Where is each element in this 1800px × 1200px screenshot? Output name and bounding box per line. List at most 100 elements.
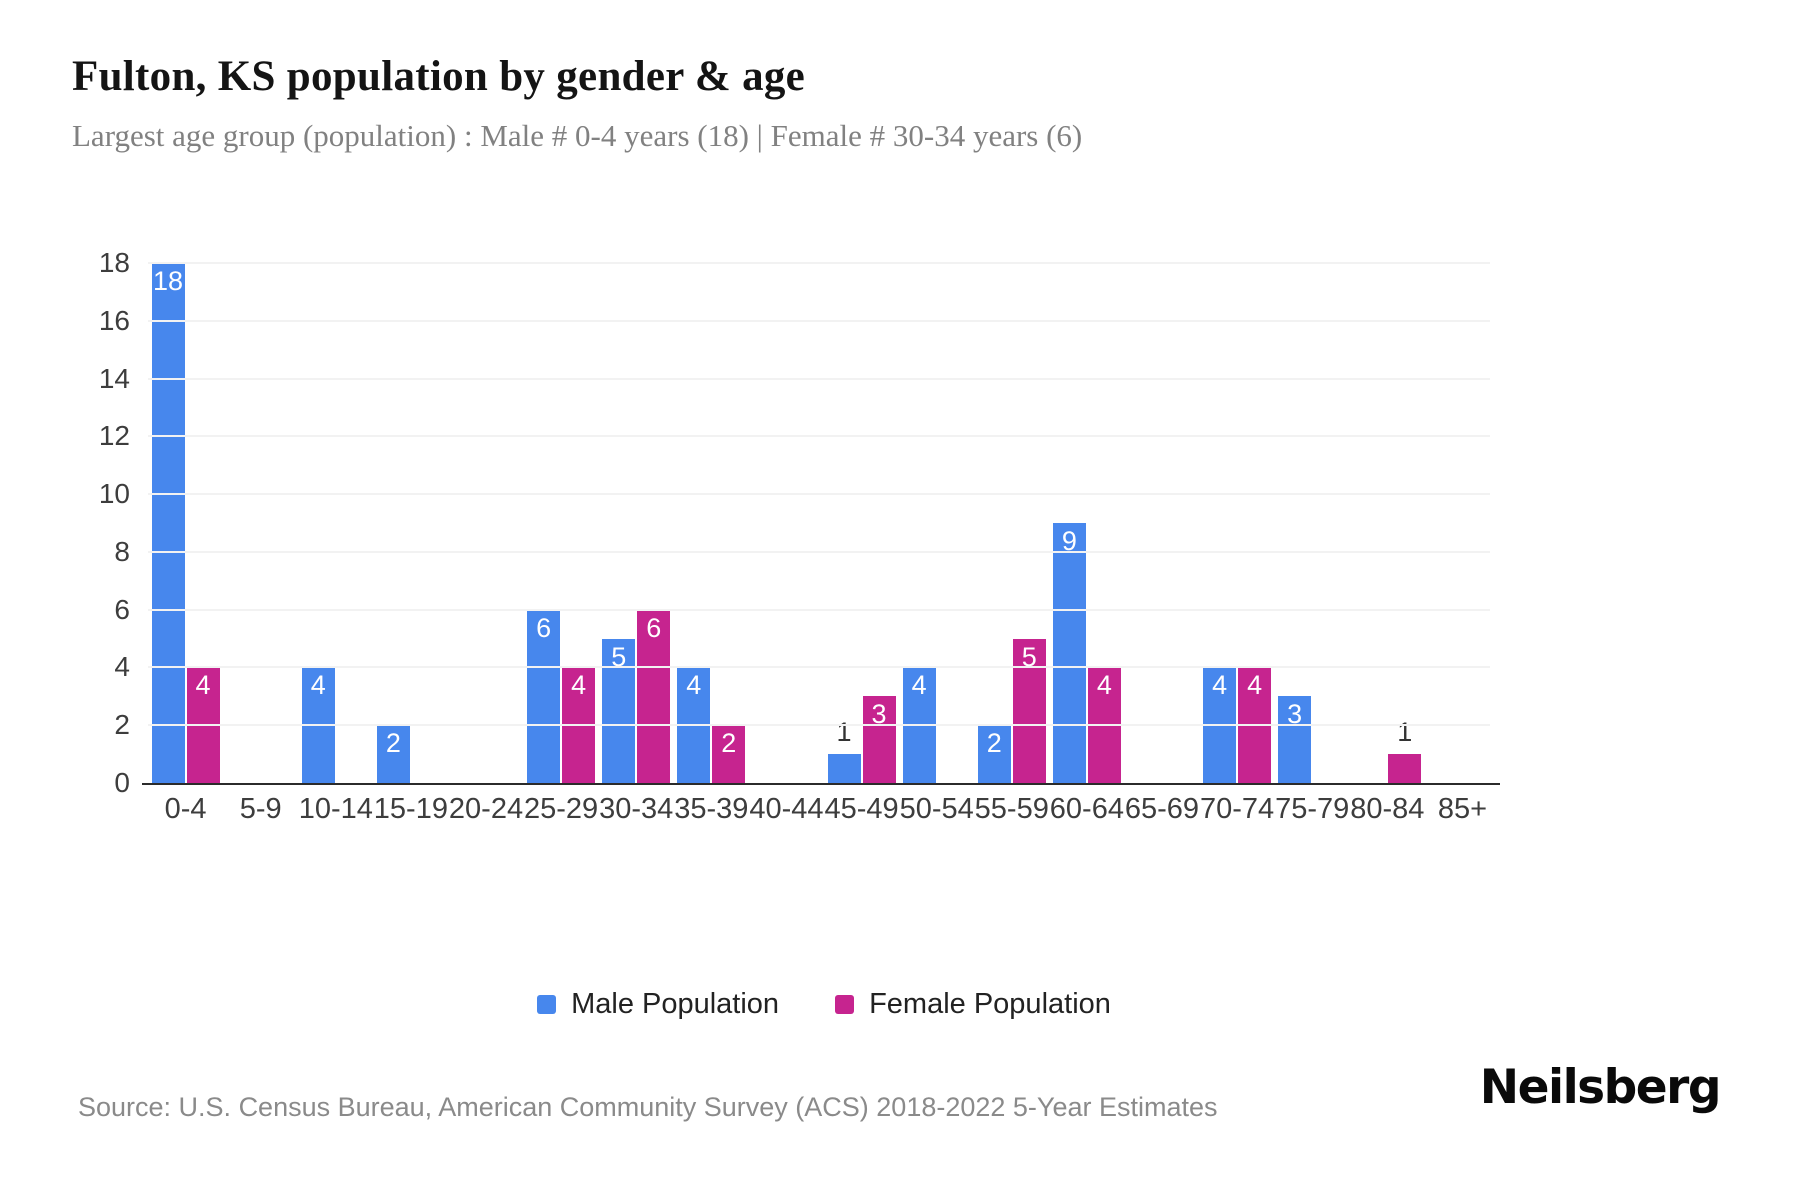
y-tick-label: 8 <box>114 535 130 567</box>
neilsberg-logo: Neilsberg <box>1479 1060 1722 1115</box>
gridline <box>148 377 1490 380</box>
bar-male: 6 <box>527 609 561 783</box>
gridline <box>148 666 1490 669</box>
legend-item-female: Female Population <box>835 988 1111 1021</box>
bar-male: 2 <box>977 725 1011 783</box>
legend-label-male: Male Population <box>571 988 780 1020</box>
bar-value-label: 4 <box>1212 670 1228 701</box>
bar-slot: 3 <box>1278 696 1312 783</box>
bar-value-label: 4 <box>571 670 587 701</box>
bar-slot: 1 <box>1388 717 1422 783</box>
bar-value-label: 3 <box>871 699 887 730</box>
legend-label-female: Female Population <box>869 988 1111 1020</box>
bar-slot: 2 <box>712 725 746 783</box>
x-tick-label: 75-79 <box>1275 793 1350 825</box>
bar-value-label: 2 <box>385 728 401 759</box>
source-attribution: Source: U.S. Census Bureau, American Com… <box>78 1092 1218 1122</box>
x-tick-label: 30-34 <box>599 793 674 825</box>
bar-male: 1 <box>827 717 861 783</box>
x-tick-label: 50-54 <box>899 793 974 825</box>
bar-slot: 18 <box>151 263 185 783</box>
y-tick-label: 12 <box>98 420 130 452</box>
bar-group <box>1425 263 1500 783</box>
male-swatch-icon <box>537 995 557 1014</box>
x-axis-line <box>142 783 1500 785</box>
bar-slot: 3 <box>862 696 896 783</box>
bar-male: 9 <box>1052 523 1086 783</box>
bar-group <box>1124 263 1199 783</box>
x-axis-labels: 0-4 5-9 10-14 15-19 20-24 25-29 30-34 35-39 40-4… <box>148 793 1500 826</box>
bar-slot: 9 <box>1052 523 1086 783</box>
y-tick-label: 18 <box>98 247 130 278</box>
x-tick-label: 5-9 <box>239 793 282 825</box>
page-subtitle: Largest age group (population) : Male # … <box>72 118 1083 153</box>
bar-value-label: 2 <box>721 728 737 759</box>
bar-female: 6 <box>637 609 671 783</box>
x-tick-label: 60-64 <box>1049 793 1124 825</box>
gridline <box>148 435 1490 438</box>
x-tick-label: 15-19 <box>373 793 448 825</box>
bar-series-container: 18 4 4 2 6 4 5 6 4 2 1 3 4 2 5 9 4 4 4 3 1 <box>148 263 1500 783</box>
bar-male: 18 <box>151 263 185 783</box>
legend-item-male: Male Population <box>537 988 779 1021</box>
x-tick-label: 20-24 <box>448 793 524 825</box>
bar-male: 3 <box>1278 696 1312 783</box>
bar-group: 3 <box>1275 263 1350 783</box>
bar-female: 3 <box>862 696 896 783</box>
bar-female: 1 <box>1388 717 1422 783</box>
bar-group: 18 4 <box>148 263 223 783</box>
y-tick-label: 10 <box>98 478 130 510</box>
bar-value-label: 18 <box>153 266 184 296</box>
y-tick-label: 4 <box>114 651 130 683</box>
y-tick-label: 14 <box>98 362 130 394</box>
gridline <box>148 550 1490 553</box>
y-tick-label: 16 <box>98 304 130 336</box>
female-swatch-icon <box>835 995 855 1014</box>
x-tick-label: 85+ <box>1437 793 1488 825</box>
bar-value-label: 5 <box>611 641 627 672</box>
bar-group: 4 <box>899 263 974 783</box>
x-tick-label: 70-74 <box>1200 793 1275 825</box>
bar-group <box>448 263 523 783</box>
bar-group <box>223 263 298 783</box>
bar-value-label: 5 <box>1021 641 1037 672</box>
bar-group: 4 <box>298 263 373 783</box>
bar-value-label: 1 <box>1397 717 1413 748</box>
bar-group: 1 <box>1350 263 1425 783</box>
bar-value-label: 2 <box>986 728 1002 759</box>
bar-slot: 2 <box>977 725 1011 783</box>
bar-value-label: 4 <box>1247 670 1263 701</box>
x-tick-label: 80-84 <box>1350 793 1425 825</box>
bar-value-label: 4 <box>686 670 702 701</box>
gridline <box>148 724 1490 727</box>
bar-female: 5 <box>1012 638 1046 783</box>
x-tick-label: 25-29 <box>524 793 599 825</box>
bar-male: 2 <box>376 725 410 783</box>
bar-value-label: 9 <box>1061 526 1077 556</box>
bar-female: 2 <box>712 725 746 783</box>
x-tick-label: 65-69 <box>1124 793 1200 825</box>
bar-slot: 1 <box>827 717 861 783</box>
x-tick-label: 45-49 <box>824 793 899 825</box>
bar-value-label: 6 <box>536 612 552 643</box>
y-tick-label: 6 <box>114 593 130 625</box>
x-tick-label: 55-59 <box>974 793 1049 825</box>
gridline <box>148 319 1490 322</box>
gridline <box>148 608 1490 611</box>
gridline <box>148 493 1490 496</box>
bar-value-label: 4 <box>911 670 927 701</box>
x-tick-label: 10-14 <box>298 793 373 825</box>
gridline <box>148 262 1490 264</box>
bar-value-label: 4 <box>195 670 211 701</box>
legend: Male Population Female Population <box>148 988 1500 1021</box>
x-tick-label: 0-4 <box>164 793 207 825</box>
x-tick-label: 40-44 <box>749 793 824 825</box>
bar-slot: 5 <box>602 638 636 783</box>
